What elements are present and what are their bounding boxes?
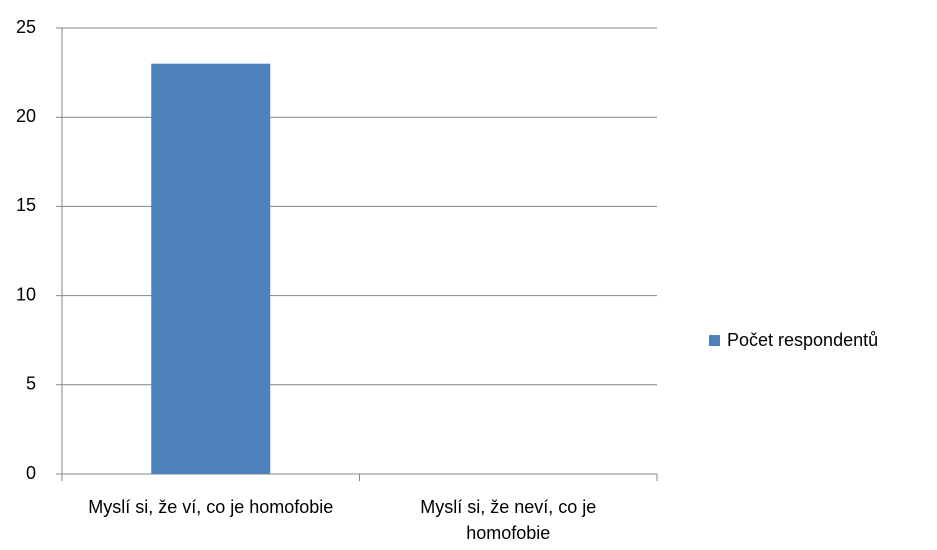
y-tick-label: 5: [26, 374, 36, 394]
x-tick-label-box: Myslí si, že ví, co je homofobie: [88, 497, 334, 517]
x-tick-label: Myslí si, že neví, co je homofobie: [420, 497, 597, 543]
x-tick-label-box: Myslí si, že neví, co je homofobie: [420, 497, 597, 543]
y-tick-label: 10: [16, 284, 36, 304]
y-tick-label: 15: [16, 195, 36, 215]
legend-label: Počet respondentů: [727, 330, 878, 350]
bar: [151, 63, 271, 475]
y-tick-label: 25: [16, 17, 36, 37]
y-tick-label: 0: [26, 463, 36, 483]
legend-swatch: [709, 335, 720, 346]
y-tick-label: 20: [16, 106, 36, 126]
x-tick-label: Myslí si, že ví, co je homofobie: [88, 497, 334, 517]
